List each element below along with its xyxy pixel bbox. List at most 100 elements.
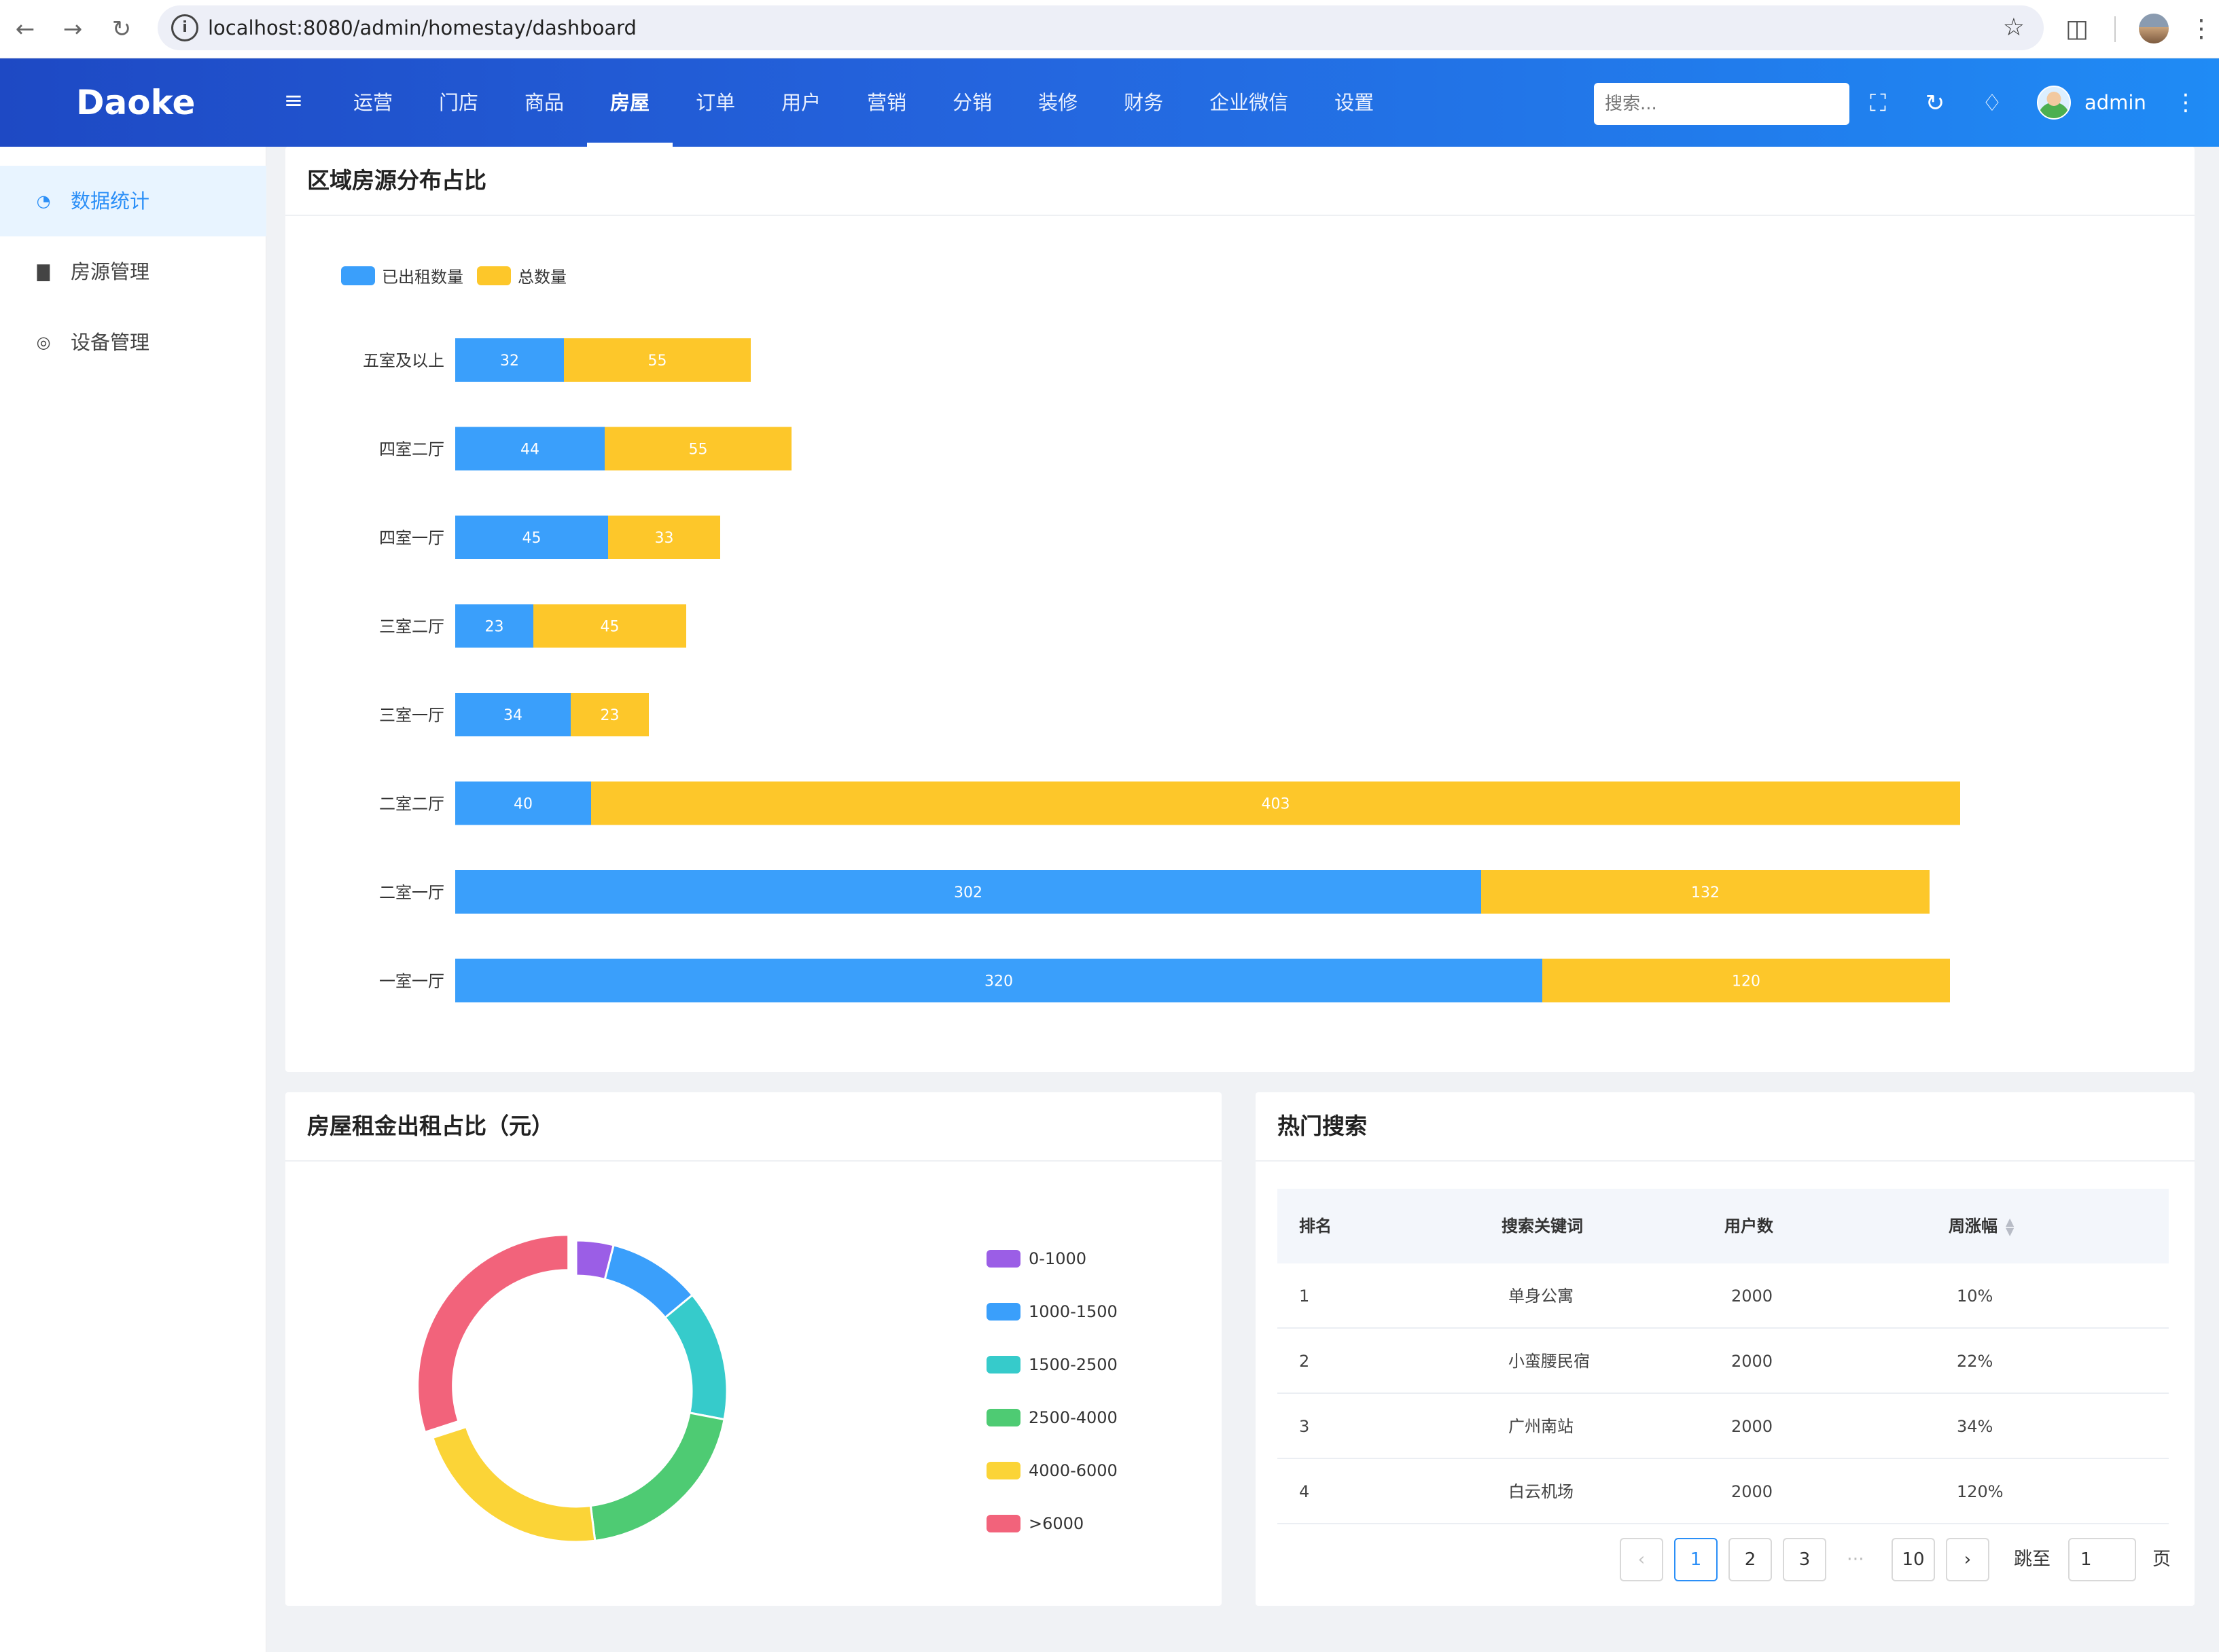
- bar-rented[interactable]: [455, 338, 564, 382]
- bar-total[interactable]: [533, 604, 686, 648]
- bar-total[interactable]: [608, 516, 720, 559]
- extensions-icon[interactable]: ◫: [2065, 15, 2089, 43]
- donut-legend-item[interactable]: >6000: [987, 1512, 1084, 1535]
- cell-rank: 1: [1299, 1287, 1310, 1306]
- column-rank: 排名: [1299, 1217, 1332, 1236]
- url-text[interactable]: localhost:8080/admin/homestay/dashboard: [208, 16, 637, 39]
- jump-page-input[interactable]: [2068, 1538, 2136, 1581]
- nav-item-7[interactable]: 分销: [953, 91, 993, 114]
- donut-slice-2[interactable]: [663, 1293, 728, 1421]
- page-button-1[interactable]: 1: [1674, 1538, 1718, 1581]
- bar-total[interactable]: [605, 427, 792, 471]
- nav-item-10[interactable]: 企业微信: [1209, 91, 1289, 114]
- bar-rented[interactable]: [455, 427, 605, 471]
- sidebar-item-label: 设备管理: [71, 331, 150, 354]
- bar-total[interactable]: [591, 781, 1960, 825]
- donut-legend-item[interactable]: 0-1000: [987, 1247, 1086, 1270]
- nav-item-8[interactable]: 装修: [1038, 91, 1078, 114]
- region-distribution-card: 区域房源分布占比 已出租数量 总数量 五室及以上 32 55 四室二厅 44 55 四室一厅 45…: [285, 147, 2195, 1072]
- cell-growth: 22%: [1957, 1352, 1993, 1371]
- refresh-icon[interactable]: ↻: [1925, 90, 1945, 117]
- dashboard-icon: ◎: [36, 333, 51, 352]
- cell-users: 2000: [1731, 1417, 1773, 1436]
- table-header: 排名 搜索关键词 用户数 周涨幅 ▲ ▼: [1277, 1189, 2169, 1263]
- back-arrow-icon[interactable]: ←: [15, 16, 35, 43]
- bar-value-label: 23: [601, 707, 620, 724]
- donut-legend-item[interactable]: 1000-1500: [987, 1300, 1118, 1323]
- donut-legend-item[interactable]: 1500-2500: [987, 1353, 1118, 1376]
- more-vertical-icon[interactable]: ⋮: [2174, 89, 2197, 116]
- donut-slice-3[interactable]: [589, 1412, 726, 1542]
- bar-rented[interactable]: [455, 604, 533, 648]
- fullscreen-icon[interactable]: ⛶: [1870, 90, 1886, 117]
- address-bar[interactable]: i localhost:8080/admin/homestay/dashboar…: [158, 5, 2044, 50]
- reload-icon[interactable]: ↻: [111, 16, 132, 43]
- nav-item-4[interactable]: 订单: [696, 91, 736, 114]
- sidebar-item-0[interactable]: ◔ 数据统计: [0, 166, 266, 236]
- bar-value-label: 302: [954, 884, 982, 901]
- bar-rented[interactable]: [455, 870, 1481, 914]
- bar-rented[interactable]: [455, 693, 571, 736]
- table-row[interactable]: 1 单身公寓 2000 10%: [1277, 1263, 2169, 1329]
- page-button-2[interactable]: 2: [1728, 1538, 1772, 1581]
- donut-slice-4[interactable]: [431, 1425, 597, 1543]
- bar-total[interactable]: [564, 338, 751, 382]
- legend-label-1: 总数量: [518, 268, 567, 287]
- legend-swatch-1[interactable]: [477, 266, 511, 285]
- nav-item-9[interactable]: 财务: [1124, 91, 1164, 114]
- sidebar-item-2[interactable]: ◎ 设备管理: [0, 307, 266, 378]
- nav-item-11[interactable]: 设置: [1334, 91, 1374, 114]
- nav-item-6[interactable]: 营销: [867, 91, 907, 114]
- page-button-10[interactable]: 10: [1892, 1538, 1935, 1581]
- username[interactable]: admin: [2084, 91, 2146, 114]
- card-divider: [285, 1160, 1222, 1162]
- category-label: 四室二厅: [379, 440, 444, 459]
- bar-value-label: 44: [520, 442, 539, 459]
- bell-icon[interactable]: ♢: [1981, 90, 2003, 117]
- nav-item-1[interactable]: 门店: [439, 91, 479, 114]
- bar-value-label: 320: [984, 973, 1013, 990]
- nav-item-3[interactable]: 房屋: [587, 58, 673, 147]
- cell-users: 2000: [1731, 1482, 1773, 1501]
- user-avatar[interactable]: [2037, 86, 2071, 120]
- forward-arrow-icon[interactable]: →: [63, 16, 83, 43]
- bookmark-star-icon[interactable]: ☆: [2002, 14, 2025, 41]
- browser-menu-icon[interactable]: ⋮: [2189, 15, 2214, 43]
- prev-page-icon[interactable]: ‹: [1620, 1538, 1663, 1581]
- bar-value-label: 55: [689, 442, 708, 459]
- card-divider: [1256, 1160, 2195, 1162]
- browser-profile-avatar[interactable]: [2139, 14, 2169, 43]
- donut-legend-item[interactable]: 2500-4000: [987, 1406, 1118, 1429]
- table-row[interactable]: 4 白云机场 2000 120%: [1277, 1459, 2169, 1524]
- cell-users: 2000: [1731, 1287, 1773, 1306]
- bar-rented[interactable]: [455, 958, 1542, 1003]
- legend-label: >6000: [1029, 1514, 1084, 1533]
- donut-slice-5[interactable]: [416, 1234, 570, 1434]
- bar-rented[interactable]: [455, 781, 591, 825]
- legend-swatch: [987, 1356, 1020, 1373]
- bar-total[interactable]: [1542, 958, 1950, 1003]
- sidebar-item-1[interactable]: ▇ 房源管理: [0, 236, 266, 307]
- sort-caret-icon[interactable]: ▲ ▼: [2006, 1215, 2014, 1238]
- bar-total[interactable]: [571, 693, 649, 736]
- site-info-icon[interactable]: i: [171, 14, 198, 41]
- donut-legend-item[interactable]: 4000-6000: [987, 1459, 1118, 1482]
- menu-fold-icon[interactable]: ≡: [283, 87, 304, 114]
- legend-swatch-0[interactable]: [341, 266, 375, 285]
- sidebar-item-label: 房源管理: [71, 260, 150, 283]
- page-ellipsis[interactable]: ···: [1847, 1549, 1864, 1570]
- nav-item-0[interactable]: 运营: [353, 91, 393, 114]
- table-row[interactable]: 2 小蛮腰民宿 2000 22%: [1277, 1329, 2169, 1394]
- bar-rented[interactable]: [455, 516, 608, 559]
- app-logo[interactable]: Daoke: [76, 83, 196, 122]
- nav-item-5[interactable]: 用户: [781, 91, 821, 114]
- next-page-icon[interactable]: ›: [1946, 1538, 1989, 1581]
- bar-total[interactable]: [1481, 870, 1930, 914]
- table-row[interactable]: 3 广州南站 2000 34%: [1277, 1394, 2169, 1459]
- legend-label-0: 已出租数量: [382, 268, 463, 287]
- column-growth[interactable]: 周涨幅 ▲ ▼: [1949, 1189, 2014, 1263]
- cell-growth: 34%: [1957, 1417, 1993, 1436]
- nav-item-2[interactable]: 商品: [525, 91, 565, 114]
- page-button-3[interactable]: 3: [1783, 1538, 1826, 1581]
- header-search-input[interactable]: [1594, 83, 1849, 125]
